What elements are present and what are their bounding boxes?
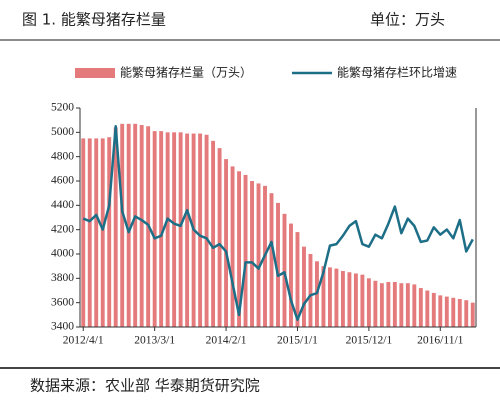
bar [302, 246, 306, 327]
bar [399, 283, 404, 327]
bar [113, 127, 118, 327]
unit-label: 单位：万头 [370, 11, 445, 29]
y-tick-label: 3600 [51, 296, 74, 308]
x-tick-label: 2012/4/1 [63, 335, 104, 347]
bar [152, 131, 157, 327]
bar [139, 125, 144, 328]
bar [230, 166, 235, 327]
bar [204, 134, 209, 327]
y-tick-label: 4600 [51, 175, 74, 187]
bar [340, 271, 345, 327]
bar [243, 174, 248, 327]
bar [418, 288, 423, 327]
bar [457, 299, 462, 327]
bar [178, 132, 183, 327]
chart-title: 图 1. 能繁母猪存栏量 [22, 11, 166, 29]
bar [224, 159, 229, 327]
bar [107, 137, 112, 327]
bar [360, 274, 365, 327]
bar [431, 292, 436, 327]
bar [165, 132, 170, 327]
x-tick-label: 2013/3/1 [134, 335, 175, 347]
y-tick-label: 5200 [51, 102, 74, 114]
bar [327, 267, 332, 327]
bar [366, 278, 371, 327]
y-tick-label: 4000 [51, 248, 74, 260]
bar [405, 283, 410, 327]
bar [269, 193, 274, 327]
x-tick-label: 2016/11/1 [417, 335, 463, 347]
bar [438, 295, 443, 327]
bar [464, 300, 469, 327]
bar [126, 123, 131, 327]
bar [295, 232, 300, 327]
bar [289, 223, 293, 327]
bar [451, 297, 456, 327]
bar [425, 290, 430, 327]
bar [276, 202, 280, 327]
source-note: 数据来源：农业部 华泰期货研究院 [30, 377, 260, 395]
legend-swatch [75, 68, 115, 78]
y-tick-label: 3400 [51, 321, 74, 333]
y-tick-label: 4200 [51, 223, 74, 235]
bar [470, 302, 475, 327]
bar [87, 138, 92, 327]
x-tick-label: 2015/12/1 [346, 335, 393, 347]
bar [282, 213, 287, 327]
legend-label: 能繁母猪存栏环比增速 [337, 65, 457, 80]
bar [392, 281, 397, 327]
x-tick-label: 2014/2/1 [206, 335, 247, 347]
bar [198, 133, 203, 327]
bar [100, 138, 105, 327]
bar [94, 138, 99, 327]
legend-label: 能繁母猪存栏量（万头） [120, 65, 252, 80]
x-tick-label: 2015/1/1 [277, 335, 318, 347]
bar [379, 283, 384, 327]
bar [334, 268, 339, 327]
bar [81, 138, 86, 327]
bar [217, 148, 222, 327]
bar [386, 281, 391, 327]
y-tick-label: 4400 [51, 199, 74, 211]
bar [353, 273, 358, 327]
y-tick-label: 5000 [51, 126, 74, 138]
bar [373, 280, 378, 327]
bar [321, 266, 326, 327]
bar [133, 123, 138, 327]
bar [211, 140, 216, 327]
bar [444, 296, 449, 327]
bar [237, 171, 241, 327]
bar [120, 123, 125, 327]
bar [412, 284, 417, 327]
y-tick-label: 4800 [51, 150, 74, 162]
bar [250, 181, 254, 327]
y-tick-label: 3800 [51, 272, 74, 284]
bar [347, 272, 352, 327]
bar [185, 133, 190, 327]
bar [172, 132, 177, 327]
bar [308, 254, 313, 327]
bar [159, 131, 164, 327]
bar [256, 183, 261, 327]
line-series [82, 125, 474, 321]
